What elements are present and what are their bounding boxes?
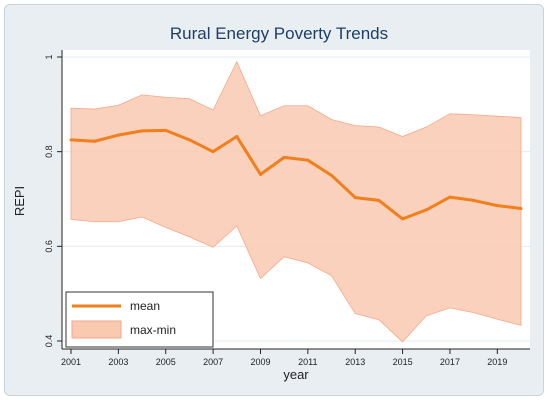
x-tick-label-2005: 2005 [156,357,176,367]
x-tick-label-2001: 2001 [61,357,81,367]
mean-point-2004 [140,129,144,133]
mean-point-2019 [495,204,499,208]
mean-point-2014 [377,198,381,202]
mean-point-2008 [235,135,239,139]
x-tick-label-2013: 2013 [345,357,365,367]
band-layer [70,60,522,343]
legend-label-max-min: max-min [130,323,176,337]
x-tick-label-2009: 2009 [250,357,270,367]
mean-point-2016 [424,208,428,212]
axis-layer: 0.4 0.6 0.8 1 2001 2003 2005 2007 2009 2011 2013 20… [44,50,530,367]
mean-point-2003 [116,133,120,137]
x-tick-label-2019: 2019 [487,357,507,367]
chart-svg: Rural Energy Poverty Trends 0.4 0.6 0.8 1 20… [12,24,530,382]
series-mean-line [70,128,522,221]
mean-point-2009 [258,172,262,176]
mean-point-2015 [401,217,405,221]
mean-point-2013 [353,196,357,200]
mean-point-2011 [306,158,310,162]
mean-point-2007 [211,150,215,154]
y-tick-label-1: 1 [44,54,54,59]
x-axis-label: year [283,367,309,382]
y-tick-label-0.8: 0.8 [44,145,54,158]
legend: mean max-min [65,291,214,348]
mean-point-2001 [69,138,73,142]
mean-point-2002 [93,139,97,143]
legend-label-mean: mean [130,299,160,313]
chart-title: Rural Energy Poverty Trends [170,24,388,43]
mean-point-2020 [519,206,523,210]
band-max-min [70,60,522,343]
mean-point-2018 [472,198,476,202]
mean-point-2006 [187,138,191,142]
x-tick-label-2007: 2007 [203,357,223,367]
chart-frame: Rural Energy Poverty Trends 0.4 0.6 0.8 1 20… [4,4,544,396]
y-tick-label-0.4: 0.4 [44,335,54,348]
legend-swatch-max-min [71,320,122,339]
x-tick-label-2003: 2003 [108,357,128,367]
y-tick-label-0.6: 0.6 [44,240,54,253]
y-axis-label: REPI [12,186,27,216]
line-layer [69,128,523,221]
x-tick-label-2017: 2017 [440,357,460,367]
x-tick-label-2015: 2015 [393,357,413,367]
mean-point-2017 [448,195,452,199]
mean-point-2005 [164,128,168,132]
mean-point-2012 [330,173,334,177]
x-tick-label-2011: 2011 [298,357,317,367]
mean-point-2010 [282,155,286,159]
